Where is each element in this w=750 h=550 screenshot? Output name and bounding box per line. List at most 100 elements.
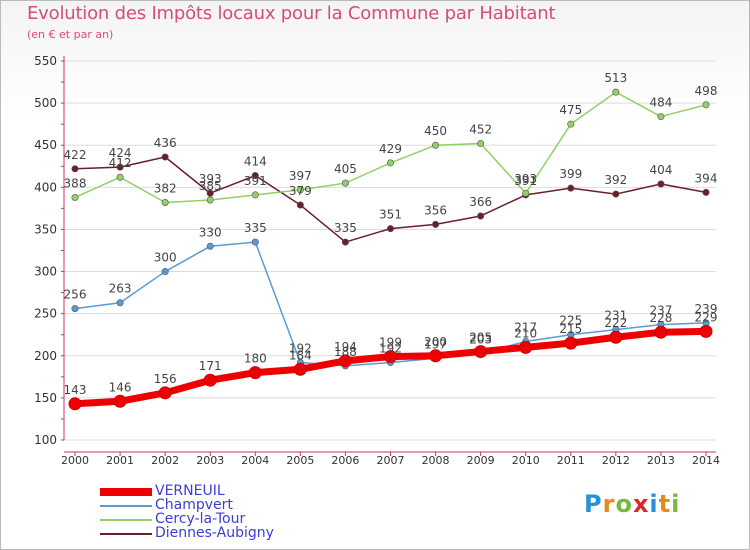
data-label: 231 xyxy=(604,309,627,323)
data-label: 436 xyxy=(154,136,177,150)
data-label: 229 xyxy=(695,310,718,324)
data-label: 393 xyxy=(199,172,222,186)
legend-label: VERNEUIL xyxy=(155,483,225,499)
y-tick-label: 300 xyxy=(34,265,57,279)
legend-swatch xyxy=(100,519,152,521)
data-point xyxy=(384,350,397,364)
data-point xyxy=(432,141,440,149)
y-tick-label: 550 xyxy=(34,54,57,68)
data-label: 237 xyxy=(649,304,672,318)
y-tick-label: 350 xyxy=(34,222,57,236)
proxiti-logo: Proxiti xyxy=(584,490,680,518)
legend-swatch xyxy=(100,488,152,496)
x-tick-label: 2012 xyxy=(602,454,630,467)
logo-letter: x xyxy=(632,490,650,518)
logo-letter: o xyxy=(615,490,633,518)
data-label: 391 xyxy=(514,174,537,188)
x-tick-label: 2006 xyxy=(331,454,359,467)
data-point xyxy=(522,189,530,197)
data-label: 422 xyxy=(64,148,87,162)
logo-letter: r xyxy=(602,490,616,518)
data-point xyxy=(564,336,578,350)
logo-letter: i xyxy=(649,490,659,518)
data-label: 210 xyxy=(514,326,537,340)
data-point xyxy=(386,159,394,167)
data-label: 192 xyxy=(289,342,312,356)
data-label: 222 xyxy=(604,316,627,330)
data-label: 217 xyxy=(514,320,537,334)
data-point xyxy=(296,186,304,194)
y-tick-label: 450 xyxy=(34,138,57,152)
y-tick-label: 100 xyxy=(34,433,57,447)
data-label: 392 xyxy=(604,173,627,187)
data-label: 197 xyxy=(424,337,447,351)
data-point xyxy=(251,238,259,246)
x-tick-label: 2010 xyxy=(512,454,540,467)
data-label: 146 xyxy=(109,380,132,394)
data-point xyxy=(206,242,214,250)
x-tick-label: 2008 xyxy=(422,454,450,467)
data-point xyxy=(612,88,620,96)
data-label: 356 xyxy=(424,203,447,217)
data-label: 143 xyxy=(64,383,87,397)
data-point xyxy=(477,140,485,148)
x-tick-label: 2004 xyxy=(241,454,269,467)
data-label: 184 xyxy=(289,348,312,362)
data-label: 228 xyxy=(649,311,672,325)
data-point xyxy=(567,120,575,128)
data-point xyxy=(203,373,217,387)
y-tick-label: 200 xyxy=(34,349,57,363)
data-label: 335 xyxy=(334,221,357,235)
data-point xyxy=(68,397,82,411)
data-point xyxy=(432,220,440,228)
data-label: 452 xyxy=(469,123,492,137)
x-tick-label: 2007 xyxy=(377,454,405,467)
data-label: 192 xyxy=(379,342,402,356)
data-label: 256 xyxy=(64,288,87,302)
data-label: 484 xyxy=(649,96,672,110)
data-point xyxy=(296,201,304,209)
data-label: 382 xyxy=(154,181,177,195)
data-point xyxy=(251,191,259,199)
data-label: 263 xyxy=(109,282,132,296)
data-label: 239 xyxy=(695,302,718,316)
data-label: 397 xyxy=(289,169,312,183)
chart-subtitle: (en € et par an) xyxy=(27,28,114,41)
data-point xyxy=(699,324,713,338)
data-label: 394 xyxy=(695,171,718,185)
data-label: 429 xyxy=(379,142,402,156)
chart-title: Evolution des Impôts locaux pour la Comm… xyxy=(27,3,556,24)
data-label: 424 xyxy=(109,146,132,160)
data-point xyxy=(341,179,349,187)
data-label: 335 xyxy=(244,221,267,235)
data-label: 412 xyxy=(109,156,132,170)
data-point xyxy=(116,173,124,181)
data-label: 330 xyxy=(199,225,222,239)
data-label: 391 xyxy=(244,174,267,188)
data-label: 405 xyxy=(334,162,357,176)
x-tick-label: 2009 xyxy=(467,454,495,467)
data-point xyxy=(612,190,620,198)
data-point xyxy=(248,366,262,380)
legend-label: Champvert xyxy=(155,497,233,513)
data-label: 300 xyxy=(154,251,177,265)
x-tick-label: 2014 xyxy=(692,454,720,467)
y-tick-label: 150 xyxy=(34,391,57,405)
data-label: 393 xyxy=(514,172,537,186)
data-label: 513 xyxy=(604,71,627,85)
data-label: 194 xyxy=(334,340,357,354)
data-point xyxy=(657,113,665,121)
data-label: 200 xyxy=(424,335,447,349)
data-label: 203 xyxy=(469,332,492,346)
data-point xyxy=(71,165,79,173)
data-point xyxy=(519,340,533,354)
y-tick-label: 500 xyxy=(34,96,57,110)
data-point xyxy=(657,180,665,188)
data-label: 180 xyxy=(244,352,267,366)
x-tick-label: 2013 xyxy=(647,454,675,467)
data-point xyxy=(477,212,485,220)
x-tick-label: 2001 xyxy=(106,454,134,467)
data-label: 388 xyxy=(64,176,87,190)
